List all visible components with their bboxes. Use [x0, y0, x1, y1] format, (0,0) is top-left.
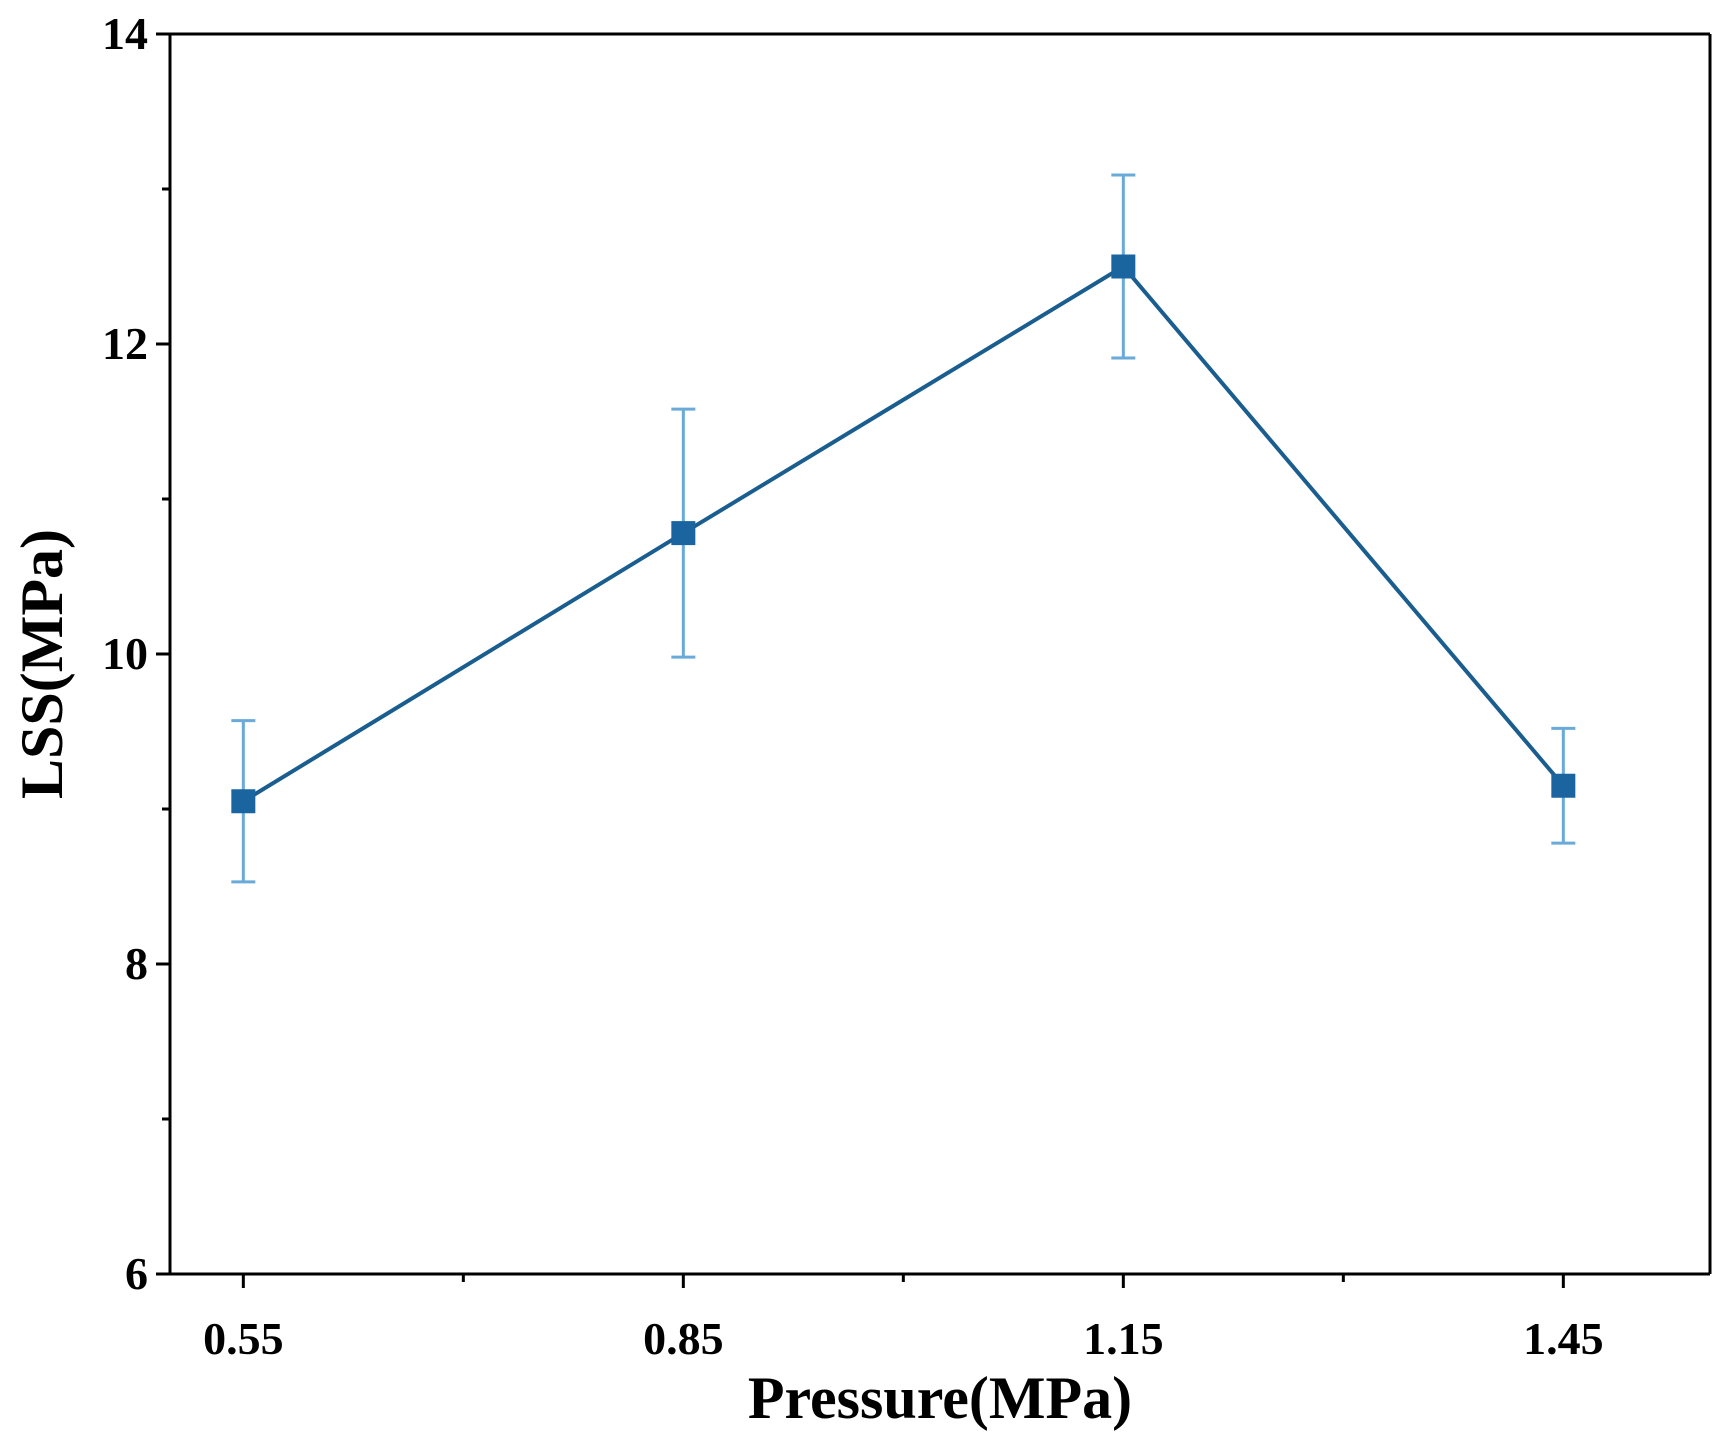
y-tick-label: 8: [125, 938, 148, 989]
tick-marks: [156, 32, 1565, 1288]
y-tick-label: 12: [102, 318, 148, 369]
data-point-marker: [231, 789, 256, 814]
x-tick-label: 1.15: [1083, 1313, 1164, 1364]
data-point-marker: [1111, 254, 1136, 279]
y-tick-label: 10: [102, 628, 148, 679]
series-line: [242, 263, 1565, 803]
y-tick-label: 14: [102, 8, 148, 59]
data-point-marker: [671, 521, 696, 546]
data-point-marker: [1551, 773, 1576, 798]
y-axis-title: LSS(MPa): [9, 529, 75, 799]
x-tick-label: 0.85: [643, 1313, 724, 1364]
y-tick-label: 6: [125, 1248, 148, 1299]
plot-area: [231, 173, 1576, 884]
tick-labels: 6 8 10 12 14 0.55 0.85 1.15 1.45: [102, 8, 1604, 1364]
x-tick-label: 0.55: [203, 1313, 284, 1364]
x-axis-title: Pressure(MPa): [748, 1365, 1132, 1431]
axes: [168, 32, 1712, 1276]
x-tick-label: 1.45: [1523, 1313, 1604, 1364]
